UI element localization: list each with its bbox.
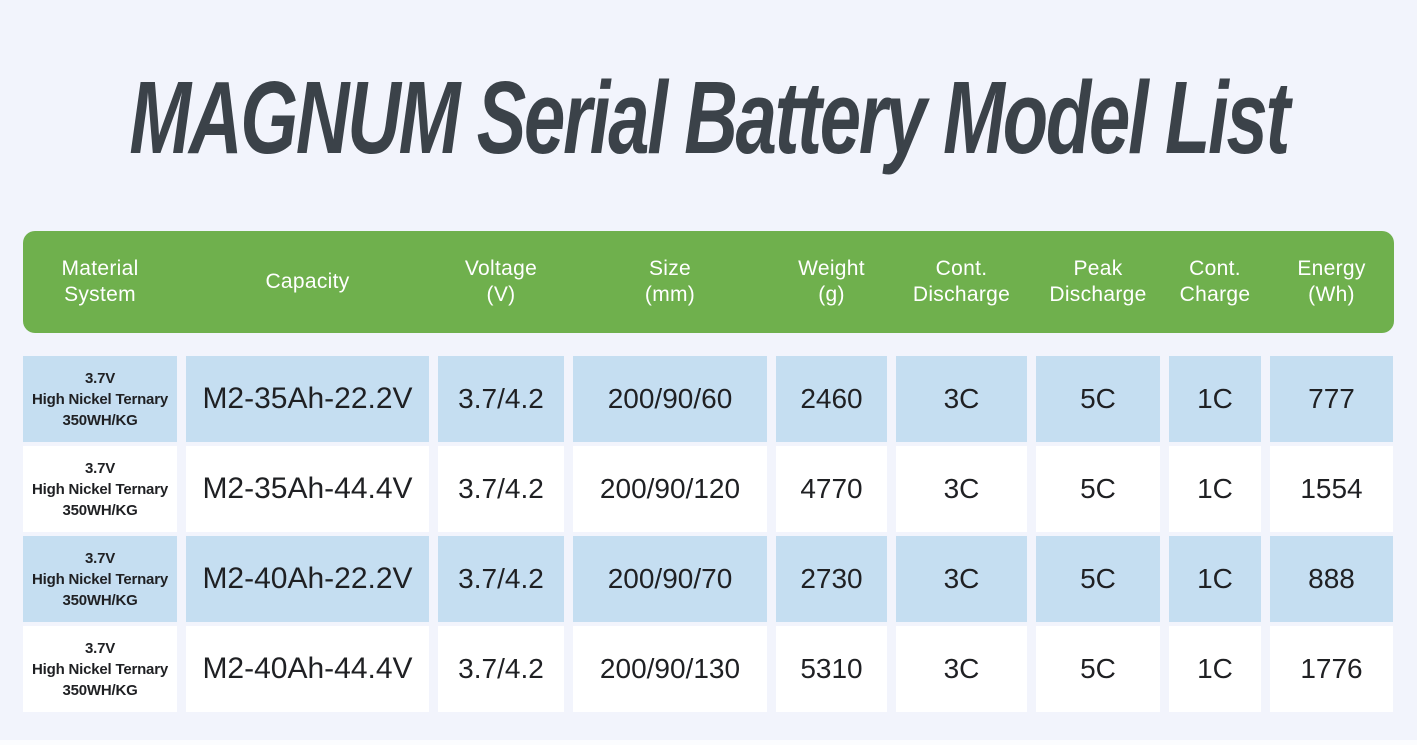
- column-header-voltage: Voltage (V): [464, 257, 538, 306]
- size-cell: 200/90/120: [573, 446, 767, 532]
- weight-cell: 2460: [776, 356, 887, 442]
- cont-discharge-cell: 3C: [896, 356, 1027, 442]
- column-header-size: Size (mm): [644, 257, 696, 306]
- column-header-weight: Weight (g): [798, 257, 865, 306]
- table-row: 3.7V High Nickel Ternary 350WH/KG M2-40A…: [23, 626, 1394, 712]
- voltage-cell: 3.7/4.2: [438, 356, 564, 442]
- page-title: MAGNUM Serial Battery Model List: [129, 60, 1290, 175]
- material-system-cell: 3.7V High Nickel Ternary 350WH/KG: [23, 446, 177, 532]
- energy-cell: 1776: [1270, 626, 1393, 712]
- peak-discharge-cell: 5C: [1036, 356, 1160, 442]
- size-cell: 200/90/60: [573, 356, 767, 442]
- bottom-strip: [0, 740, 1417, 745]
- weight-cell: 5310: [776, 626, 887, 712]
- voltage-cell: 3.7/4.2: [438, 446, 564, 532]
- column-header-cont-discharge: Cont. Discharge: [912, 257, 1011, 306]
- column-header-capacity: Capacity: [265, 270, 350, 293]
- energy-cell: 1554: [1270, 446, 1393, 532]
- cont-discharge-cell: 3C: [896, 536, 1027, 622]
- column-header-cont-charge: Cont. Charge: [1179, 257, 1251, 306]
- energy-cell: 888: [1270, 536, 1393, 622]
- column-header-energy: Energy (Wh): [1297, 257, 1366, 306]
- table-row: 3.7V High Nickel Ternary 350WH/KG M2-35A…: [23, 356, 1394, 442]
- column-header-material-system: Material System: [61, 257, 139, 306]
- title-area: MAGNUM Serial Battery Model List: [0, 58, 1417, 178]
- voltage-cell: 3.7/4.2: [438, 626, 564, 712]
- peak-discharge-cell: 5C: [1036, 536, 1160, 622]
- weight-cell: 4770: [776, 446, 887, 532]
- table-row: 3.7V High Nickel Ternary 350WH/KG M2-40A…: [23, 536, 1394, 622]
- capacity-cell: M2-40Ah-44.4V: [186, 626, 429, 712]
- capacity-cell: M2-40Ah-22.2V: [186, 536, 429, 622]
- size-cell: 200/90/130: [573, 626, 767, 712]
- column-header-peak-discharge: Peak Discharge: [1049, 257, 1147, 306]
- energy-cell: 777: [1270, 356, 1393, 442]
- material-system-cell: 3.7V High Nickel Ternary 350WH/KG: [23, 536, 177, 622]
- size-cell: 200/90/70: [573, 536, 767, 622]
- battery-model-table: Material System Capacity Voltage (V) Siz…: [23, 231, 1394, 712]
- cont-charge-cell: 1C: [1169, 356, 1261, 442]
- table-header-row: Material System Capacity Voltage (V) Siz…: [23, 231, 1394, 333]
- capacity-cell: M2-35Ah-22.2V: [186, 356, 429, 442]
- cont-discharge-cell: 3C: [896, 446, 1027, 532]
- material-system-cell: 3.7V High Nickel Ternary 350WH/KG: [23, 356, 177, 442]
- cont-discharge-cell: 3C: [896, 626, 1027, 712]
- capacity-cell: M2-35Ah-44.4V: [186, 446, 429, 532]
- cont-charge-cell: 1C: [1169, 536, 1261, 622]
- table-row: 3.7V High Nickel Ternary 350WH/KG M2-35A…: [23, 446, 1394, 532]
- cont-charge-cell: 1C: [1169, 626, 1261, 712]
- cont-charge-cell: 1C: [1169, 446, 1261, 532]
- material-system-cell: 3.7V High Nickel Ternary 350WH/KG: [23, 626, 177, 712]
- weight-cell: 2730: [776, 536, 887, 622]
- peak-discharge-cell: 5C: [1036, 626, 1160, 712]
- voltage-cell: 3.7/4.2: [438, 536, 564, 622]
- peak-discharge-cell: 5C: [1036, 446, 1160, 532]
